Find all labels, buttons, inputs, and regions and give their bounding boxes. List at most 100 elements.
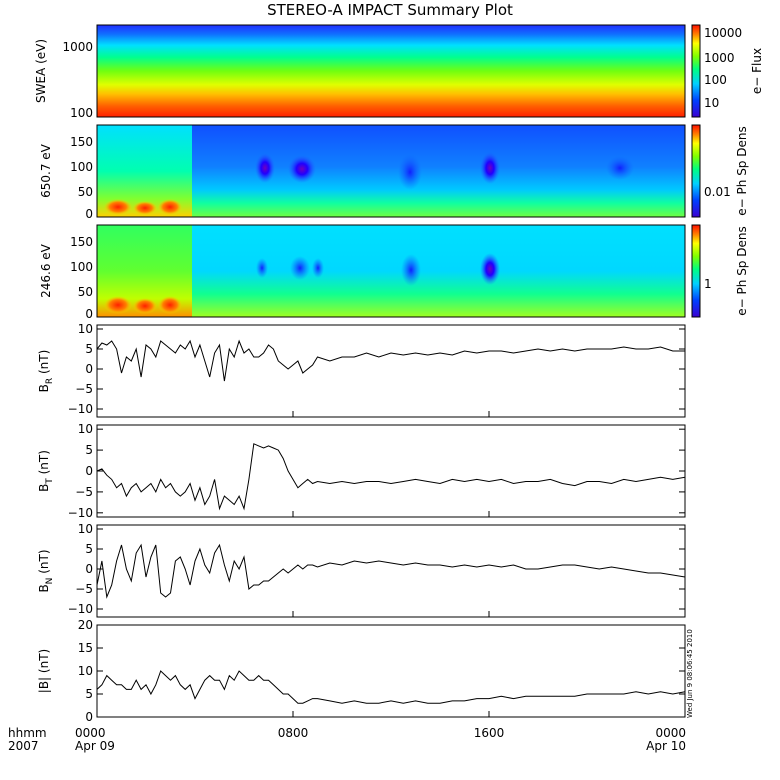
pad-650-cbar-tick: 0.01	[704, 185, 731, 199]
pad-650-yticks: 150 100 50 0	[70, 135, 93, 221]
br-ytick-label: 0	[85, 362, 93, 376]
swea-cbar-tick-10000: 10000	[704, 26, 742, 40]
pad-246-depletion	[256, 258, 268, 278]
swea-cbar-tick-100: 100	[704, 73, 727, 87]
bt-ylabel: BT (nT)	[37, 450, 55, 492]
pad-246-frame	[96, 224, 686, 318]
x-label-0000-start: 0000	[75, 726, 106, 740]
bt-frame	[96, 424, 686, 518]
swea-colorbar	[691, 24, 701, 118]
br-ytick-label: −5	[75, 382, 93, 396]
bn-ytick-label: −5	[75, 582, 93, 596]
pad-246-colorbar	[691, 224, 701, 318]
swea-frame	[96, 24, 686, 118]
pad-246-yticks: 150 100 50 0	[70, 235, 93, 321]
pad-650-cbar-label: e− Ph Sp Dens	[735, 126, 749, 215]
pad-650-spectrogram	[97, 125, 685, 217]
pad-650-frame	[96, 124, 686, 218]
swea-spectrogram	[97, 25, 685, 117]
pad-246-cbar-label: e− Ph Sp Dens	[735, 226, 749, 315]
pad-246-ytick: 150	[70, 235, 93, 249]
br-frame	[96, 324, 686, 418]
pad-246-depletion	[480, 253, 500, 285]
x-label-0800: 0800	[278, 726, 309, 740]
pad-246-ytick: 0	[85, 307, 93, 321]
br-ytick-label: 5	[85, 342, 93, 356]
x-label-year: 2007	[8, 739, 39, 753]
bt-ytick-label: 10	[78, 422, 93, 436]
br-panel: 10 5 0 −5 −10 BR (nT)	[37, 322, 686, 418]
swea-cbar-tick-1000: 1000	[704, 51, 735, 65]
x-label-1600: 1600	[474, 726, 505, 740]
pad-650-depletion	[606, 156, 634, 180]
swea-cbar-tick-10: 10	[704, 96, 719, 110]
pad-650-ytick: 100	[70, 160, 93, 174]
pad-246-ytick: 50	[78, 285, 93, 299]
pad-246-depletion	[290, 256, 310, 280]
pad-650-depletion	[288, 155, 316, 183]
bt-series-line	[96, 443, 686, 511]
swea-ytick-1000: 1000	[62, 40, 93, 54]
bmag-series-line	[96, 670, 686, 704]
pad-650-ytick: 0	[85, 207, 93, 221]
pad-246-panel: 246.6 eV 150 100 50 0 1 e− Ph Sp Dens	[39, 224, 749, 321]
x-label-apr09: Apr 09	[75, 739, 115, 753]
x-axis-labels: hhmm 2007 0000 Apr 09 0800 1600 0000 Apr…	[8, 726, 686, 753]
pad-246-hotspot	[133, 298, 157, 314]
pad-650-hotspot	[104, 199, 132, 215]
pad-246-ytick: 100	[70, 260, 93, 274]
plot-title: STEREO-A IMPACT Summary Plot	[267, 1, 513, 19]
x-label-apr10: Apr 10	[646, 739, 686, 753]
pad-650-depletion	[480, 152, 500, 184]
bn-frame	[96, 524, 686, 618]
x-label-0000-end: 0000	[655, 726, 686, 740]
pad-246-hotspot	[104, 296, 132, 314]
swea-panel: SWEA (eV) 1000 100 10000 1000 100 10 e− …	[34, 24, 764, 120]
pad-246-depletion	[401, 254, 421, 286]
bn-series-line	[96, 543, 686, 599]
bn-ylabel: BN (nT)	[37, 549, 55, 592]
br-ytick-label: 10	[78, 322, 93, 336]
bmag-ytick-label: 5	[85, 687, 93, 701]
bn-ytick-label: 10	[78, 522, 93, 536]
timestamp-stamp: Wed Jun 9 08:06:45 2010	[686, 629, 694, 718]
pad-246-hotspot	[158, 296, 182, 314]
pad-650-ytick: 50	[78, 185, 93, 199]
bmag-panel: 20 15 10 5 0 |B| (nT)	[37, 618, 686, 724]
pad-650-panel: 650.7 eV 150 100 50 0 0.01 e− Ph Sp Dens	[39, 124, 749, 221]
bn-ytick-label: 5	[85, 542, 93, 556]
pad-650-ytick: 150	[70, 135, 93, 149]
bmag-ytick-label: 0	[85, 710, 93, 724]
pad-650-depletion	[255, 153, 275, 183]
magnetometer-panels: 10 5 0 −5 −10 BR (nT) 10 5 0 −5 −10 BT (nT) 10 5 0 −5 −1…	[37, 322, 686, 724]
pad-650-hotspot	[133, 201, 157, 215]
bt-ytick-label: −5	[75, 485, 93, 499]
bt-panel: 10 5 0 −5 −10 BT (nT)	[37, 422, 686, 520]
pad-650-colorbar	[691, 124, 701, 218]
bmag-ytick-label: 10	[78, 664, 93, 678]
bn-ytick-label: −10	[68, 602, 93, 616]
bn-panel: 10 5 0 −5 −10 BN (nT)	[37, 522, 686, 618]
pad-246-cbar-tick: 1	[704, 277, 712, 291]
bt-ytick-label: 5	[85, 443, 93, 457]
bmag-ytick-label: 15	[78, 641, 93, 655]
pad-246-spectrogram	[97, 225, 685, 317]
pad-650-hotspot	[158, 199, 182, 215]
swea-ytick-100: 100	[70, 106, 93, 120]
pad-246-ylabel: 246.6 eV	[39, 243, 53, 298]
x-label-hhmm: hhmm	[8, 726, 47, 740]
br-series-line	[96, 339, 685, 382]
swea-ylabel: SWEA (eV)	[34, 39, 48, 103]
pad-650-depletion	[398, 154, 422, 190]
br-ylabel: BR (nT)	[37, 350, 55, 393]
pad-650-ylabel: 650.7 eV	[39, 143, 53, 198]
bmag-ytick-label: 20	[78, 618, 93, 632]
swea-cbar-label: e− Flux	[750, 48, 764, 94]
bn-ytick-label: 0	[85, 562, 93, 576]
bmag-frame	[96, 624, 686, 718]
pad-246-depletion	[312, 258, 324, 278]
br-ytick-label: −10	[68, 402, 93, 416]
bt-ytick-label: −10	[68, 506, 93, 520]
bt-ytick-label: 0	[85, 464, 93, 478]
